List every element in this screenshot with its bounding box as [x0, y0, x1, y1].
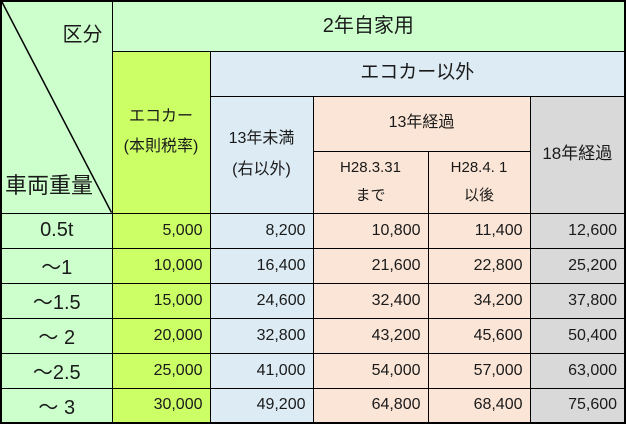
- value-cell: 63,000: [529, 352, 626, 389]
- value-cell: 54,000: [312, 352, 429, 389]
- value-cell: 32,800: [209, 317, 314, 354]
- value-cell: 64,800: [312, 387, 429, 424]
- value-cell: 16,400: [209, 247, 314, 284]
- diagonal-line: [2, 2, 112, 213]
- value-cell: 20,000: [111, 317, 211, 354]
- value-cell: 57,000: [427, 352, 531, 389]
- value-cell: 8,200: [209, 212, 314, 249]
- table-row: ～2.5 25,000 41,000 54,000 57,000 63,000: [0, 352, 626, 389]
- table-row: 0.5t 5,000 8,200 10,800 11,400 12,600: [0, 212, 626, 249]
- header-eco-car: エコカー (本則税率): [111, 50, 211, 214]
- row-label: ～1.5: [0, 282, 113, 319]
- value-cell: 25,000: [111, 352, 211, 389]
- value-cell: 21,600: [312, 247, 429, 284]
- header-2year-private-use: 2年自家用: [111, 0, 626, 52]
- value-cell: 25,200: [529, 247, 626, 284]
- row-label: 0.5t: [0, 212, 113, 249]
- value-cell: 50,400: [529, 317, 626, 354]
- value-cell: 24,600: [209, 282, 314, 319]
- value-cell: 22,800: [427, 247, 531, 284]
- row-label: ～1: [0, 247, 113, 284]
- value-cell: 34,200: [427, 282, 531, 319]
- header-over-18-years: 18年経過: [529, 95, 626, 214]
- header-h28-4-1-after: H28.4. 1 以後: [427, 150, 531, 214]
- row-label: ～2.5: [0, 352, 113, 389]
- table-row: ～1.5 15,000 24,600 32,400 34,200 37,800: [0, 282, 626, 319]
- value-cell: 49,200: [209, 387, 314, 424]
- value-cell: 41,000: [209, 352, 314, 389]
- header-over-13-years: 13年経過: [312, 95, 531, 152]
- value-cell: 32,400: [312, 282, 429, 319]
- value-cell: 12,600: [529, 212, 626, 249]
- value-cell: 30,000: [111, 387, 211, 424]
- value-cell: 11,400: [427, 212, 531, 249]
- value-cell: 5,000: [111, 212, 211, 249]
- value-cell: 37,800: [529, 282, 626, 319]
- value-cell: 10,800: [312, 212, 429, 249]
- value-cell: 68,400: [427, 387, 531, 424]
- row-label: ～ 3: [0, 387, 113, 424]
- header-h28-3-31-before: H28.3.31 まで: [312, 150, 429, 214]
- table-row: ～ 2 20,000 32,800 43,200 45,600 50,400: [0, 317, 626, 354]
- value-cell: 15,000: [111, 282, 211, 319]
- value-cell: 10,000: [111, 247, 211, 284]
- table-row: ～ 3 30,000 49,200 64,800 68,400 75,600: [0, 387, 626, 424]
- corner-label-category: 区分: [62, 24, 103, 46]
- header-under-13-years: 13年未満 (右以外): [209, 95, 314, 214]
- value-cell: 75,600: [529, 387, 626, 424]
- value-cell: 43,200: [312, 317, 429, 354]
- value-cell: 45,600: [427, 317, 531, 354]
- row-label: ～ 2: [0, 317, 113, 354]
- corner-label-vehicle-weight: 車両重量: [5, 172, 94, 198]
- header-non-eco-car: エコカー以外: [209, 50, 626, 97]
- table-row: ～1 10,000 16,400 21,600 22,800 25,200: [0, 247, 626, 284]
- corner-diagonal-cell: 区分 車両重量: [0, 0, 113, 214]
